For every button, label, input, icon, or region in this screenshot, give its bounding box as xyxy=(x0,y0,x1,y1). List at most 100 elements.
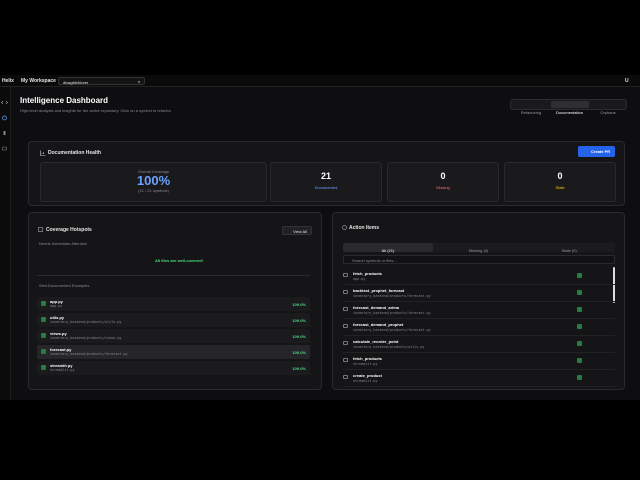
view-all-button[interactable]: View All xyxy=(282,226,312,235)
stat-label: Missing xyxy=(436,185,450,190)
coverage-value: 100% xyxy=(136,173,171,188)
file-path: streamlit.py xyxy=(50,368,75,372)
actions-panel: Action Items All (21) Missing (0) Stale (0… xyxy=(332,212,625,390)
item-name: forecast_demand_arima xyxy=(353,305,400,310)
create-pr-label: Create PR xyxy=(591,149,611,154)
item-icon xyxy=(343,324,348,328)
item-name: forecast_demand_prophet xyxy=(353,322,404,327)
file-path: inventory_backend/products/forecast.py xyxy=(50,352,128,356)
file-name: views.py xyxy=(50,330,67,336)
file-row[interactable]: forecast.py inventory_backend/products/fo… xyxy=(37,345,310,359)
item-path: inventory_backend/products/utils.py xyxy=(353,345,425,349)
stat-card: 21 Documented xyxy=(270,162,382,202)
action-tab-label: Missing (0) xyxy=(468,248,489,253)
sidebar xyxy=(0,87,11,410)
stat-value: 21 xyxy=(320,171,331,181)
file-icon xyxy=(41,301,46,306)
item-name: fetch_products xyxy=(353,356,382,361)
view-tabs: Refactoring Documentation Orphans xyxy=(510,99,627,115)
file-row[interactable]: streamlit.py streamlit.py 100.0% xyxy=(37,361,310,375)
scrollbar xyxy=(613,267,615,303)
hotspots-panel: Coverage Hotspots View All Needs Immedia… xyxy=(28,212,322,390)
item-name: backtest_prophet_forecast xyxy=(353,288,405,293)
divider xyxy=(37,275,310,276)
item-status-icon xyxy=(577,307,582,312)
coverage-detail: (21 / 21 symbols) xyxy=(138,188,169,193)
search-box[interactable]: Search symbols or files... xyxy=(343,255,615,264)
item-icon xyxy=(343,290,348,294)
action-tabs: All (21) Missing (0) Stale (0) xyxy=(343,243,615,253)
item-status-icon xyxy=(577,290,582,295)
file-coverage: 100.0% xyxy=(292,349,306,355)
file-row[interactable]: app.py app.py 100.0% xyxy=(37,297,310,311)
health-icon xyxy=(40,150,46,156)
actions-icon xyxy=(342,225,347,230)
file-row[interactable]: utils.py inventory_backend/products/utils… xyxy=(37,313,310,327)
action-item[interactable]: fetch_products app.py xyxy=(343,269,615,285)
attention-empty: All files are well-covered! xyxy=(155,258,204,263)
stat-card: 0 Missing xyxy=(387,162,499,202)
action-tab[interactable]: All (21) xyxy=(343,243,433,253)
action-tab-label: Stale (0) xyxy=(561,248,577,253)
item-name: calculate_reorder_point xyxy=(353,339,399,344)
action-item[interactable]: backtest_prophet_forecast inventory_backe… xyxy=(343,286,615,302)
attention-title: Needs Immediate Attention xyxy=(39,241,88,246)
file-name: streamlit.py xyxy=(50,362,73,368)
item-icon xyxy=(343,341,348,345)
repo-select[interactable]: divagtrb/klorer xyxy=(58,77,145,85)
action-tab[interactable]: Missing (0) xyxy=(434,243,524,253)
workspace-name[interactable]: My Workspace xyxy=(21,78,56,84)
item-path: app.py xyxy=(353,277,366,281)
file-row[interactable]: views.py inventory_backend/products/views… xyxy=(37,329,310,343)
view-all-label: View All xyxy=(293,228,307,234)
action-item[interactable]: create_product streamlit.py xyxy=(343,371,615,387)
action-item[interactable]: fetch_products streamlit.py xyxy=(343,354,615,370)
item-status-icon xyxy=(577,358,582,363)
view-tab[interactable]: Orphans xyxy=(589,101,627,115)
item-icon xyxy=(343,307,348,311)
view-tab-label: Refactoring xyxy=(520,110,542,115)
file-coverage: 100.0% xyxy=(292,333,306,339)
file-name: forecast.py xyxy=(50,346,72,352)
item-status-icon xyxy=(577,273,582,278)
coverage-card: Overall Coverage 100% (21 / 21 symbols) xyxy=(40,162,267,202)
create-pr-button[interactable]: Create PR xyxy=(578,146,615,157)
file-icon xyxy=(41,349,46,354)
hotspots-title: Coverage Hotspots xyxy=(46,227,92,233)
health-panel: Documentation Health Create PR Overall C… xyxy=(28,141,625,206)
item-name: create_product xyxy=(353,373,382,378)
coverage-label: Overall Coverage xyxy=(137,169,170,174)
page-subtitle: High-level analysis and insights for the… xyxy=(20,108,172,113)
stat-card: 0 Stale xyxy=(504,162,616,202)
stat-label: Stale xyxy=(555,185,565,190)
item-icon xyxy=(343,375,348,379)
action-item[interactable]: forecast_demand_prophet inventory_backend… xyxy=(343,320,615,336)
view-tab-label: Orphans xyxy=(600,110,616,115)
hotspots-icon xyxy=(38,227,43,232)
view-tab[interactable]: Refactoring xyxy=(512,101,550,115)
action-tab-label: All (21) xyxy=(381,248,395,253)
item-path: inventory_backend/products/forecast.py xyxy=(353,311,431,315)
avatar[interactable]: U xyxy=(625,78,629,84)
item-path: streamlit.py xyxy=(353,362,378,366)
file-icon xyxy=(41,333,46,338)
repo-name: divagtrb/klorer xyxy=(63,79,89,85)
stat-value: 0 xyxy=(440,171,446,181)
file-coverage: 100.0% xyxy=(292,365,306,371)
file-icon xyxy=(41,317,46,322)
chevron-icon xyxy=(137,80,141,83)
file-name: app.py xyxy=(50,298,63,304)
top-bar: Helix My Workspace divagtrb/klorer U xyxy=(0,75,640,87)
view-tab[interactable]: Documentation xyxy=(550,101,589,115)
action-item[interactable]: calculate_reorder_point inventory_backend… xyxy=(343,337,615,353)
file-path: app.py xyxy=(50,304,63,308)
item-icon xyxy=(343,273,348,277)
item-status-icon xyxy=(577,324,582,329)
action-item[interactable]: forecast_demand_arima inventory_backend/p… xyxy=(343,303,615,319)
action-tab[interactable]: Stale (0) xyxy=(524,243,614,253)
page-title: Intelligence Dashboard xyxy=(20,96,109,105)
item-path: inventory_backend/products/forecast.py xyxy=(353,294,431,298)
file-name: utils.py xyxy=(50,314,65,320)
stat-label: Documented xyxy=(314,185,338,190)
